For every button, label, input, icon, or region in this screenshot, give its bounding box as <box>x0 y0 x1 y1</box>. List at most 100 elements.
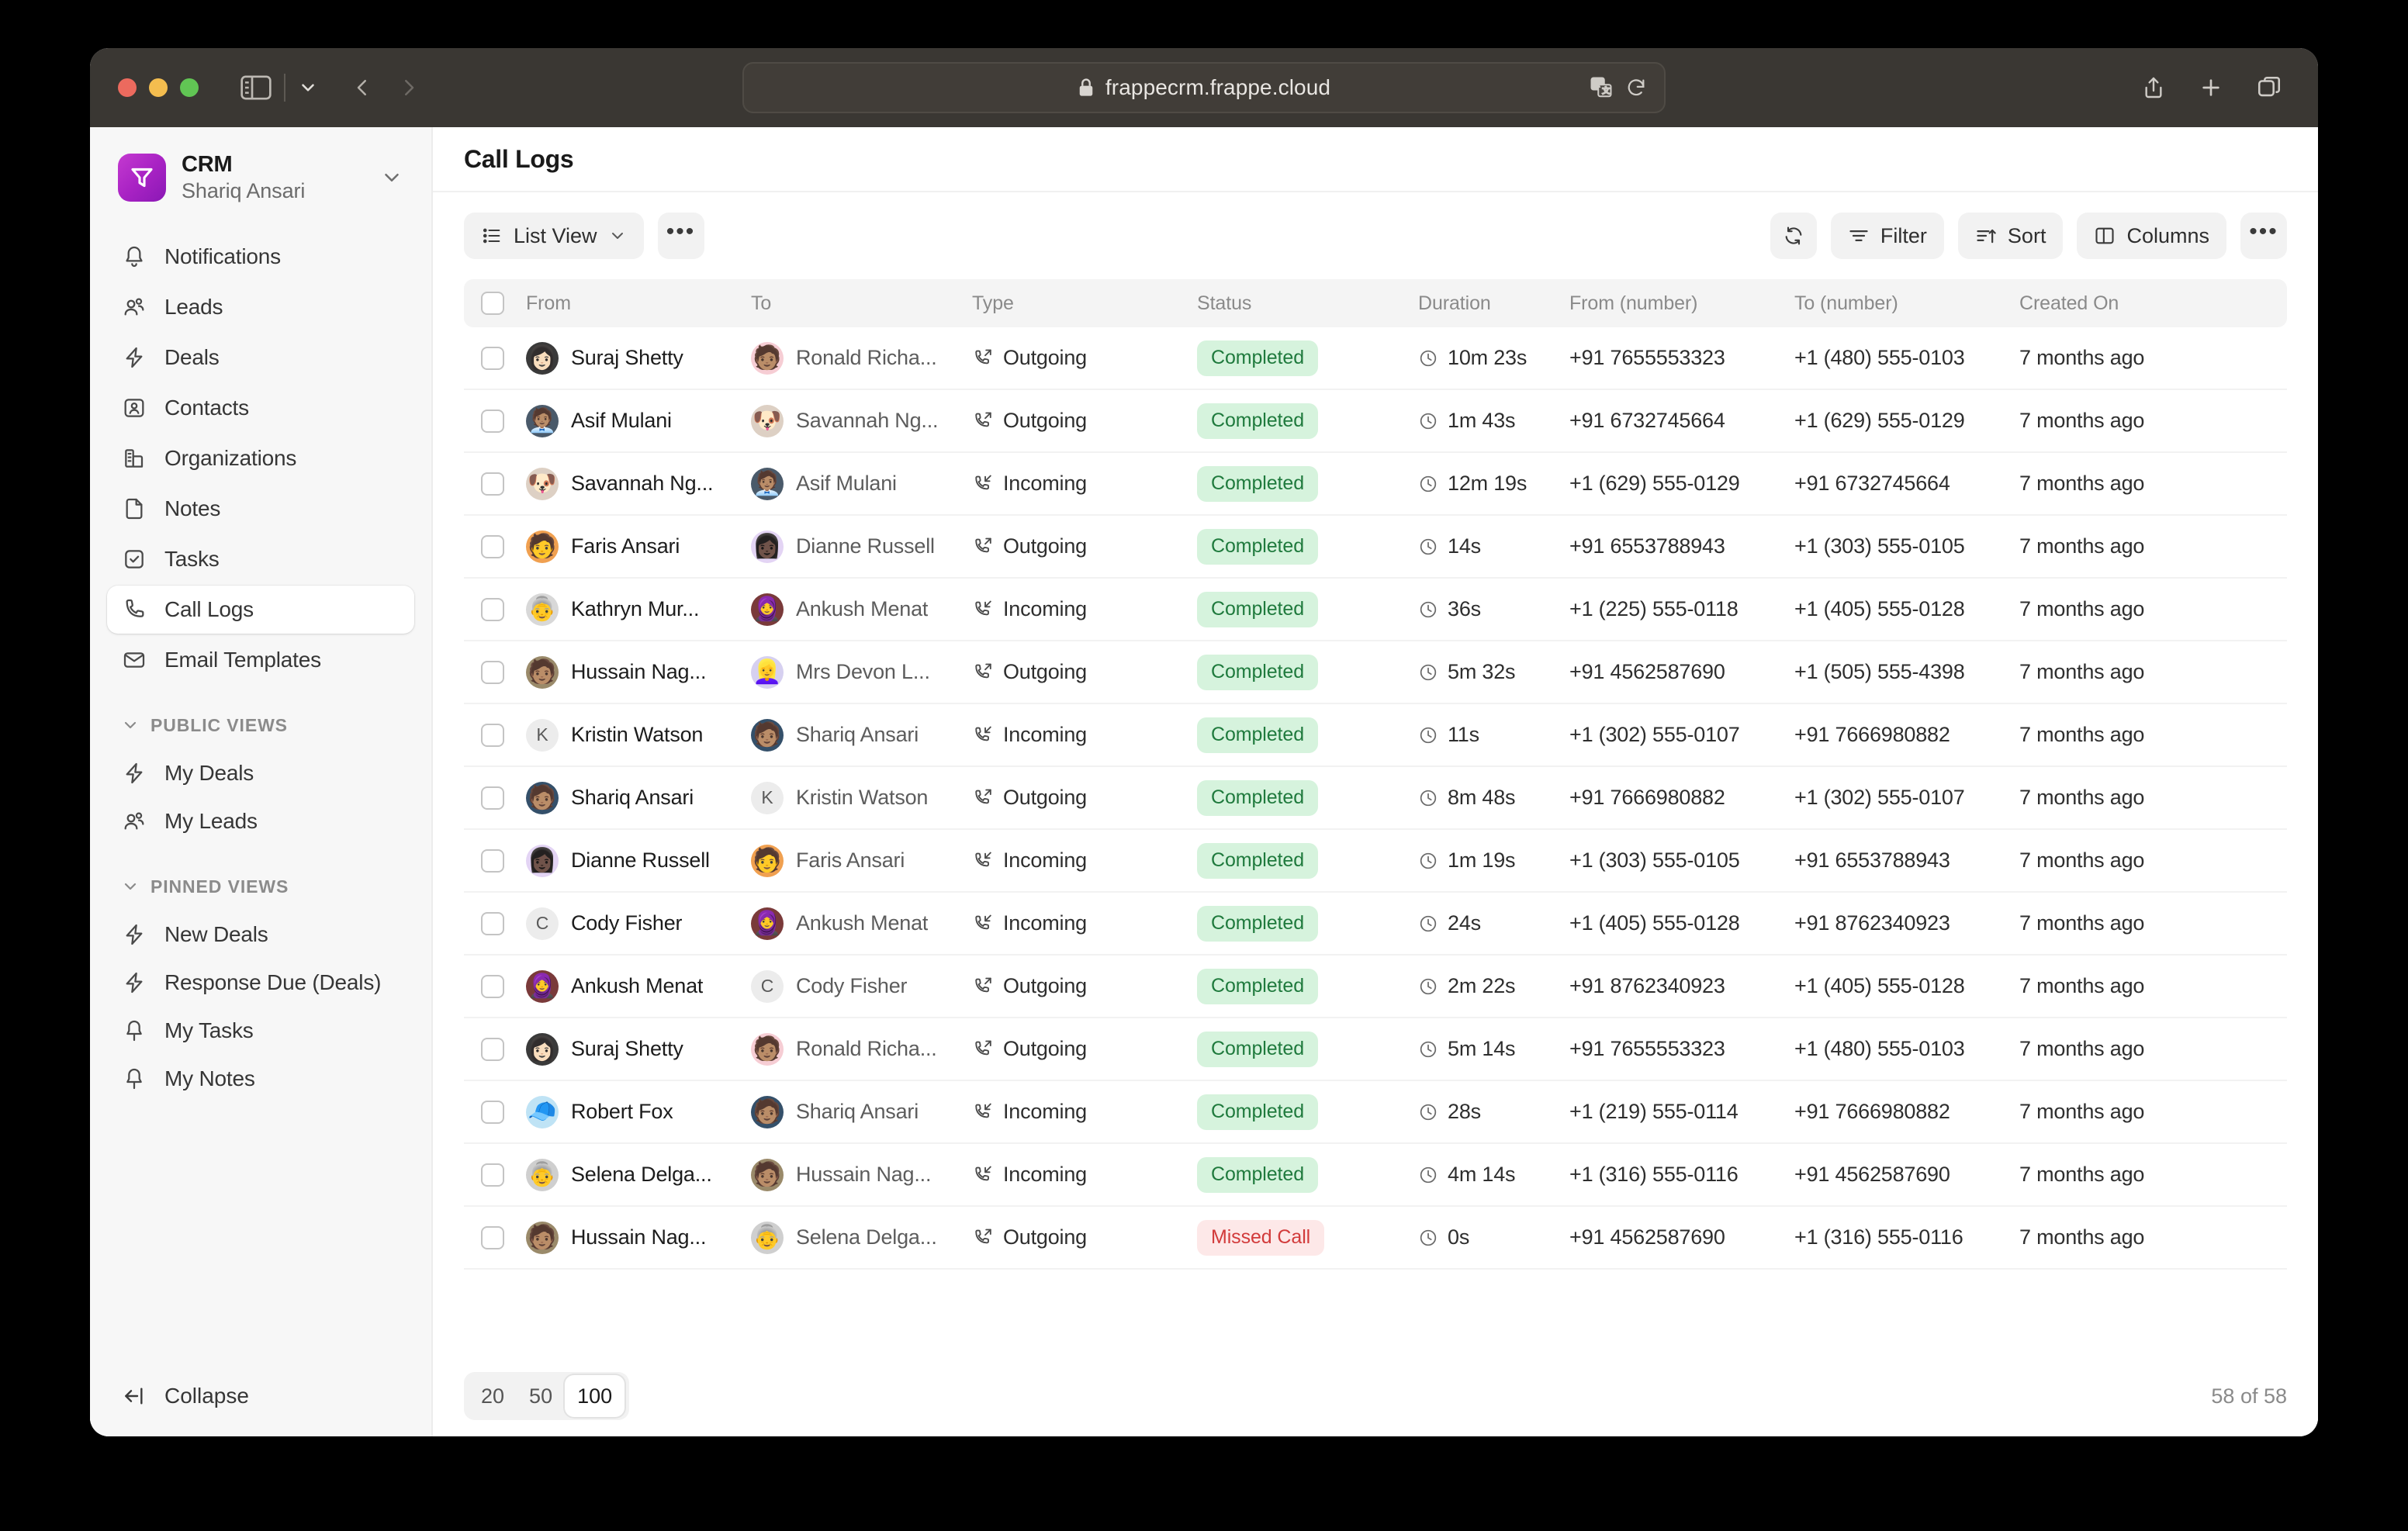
cell-to[interactable]: 🧕 Ankush Menat <box>751 593 972 626</box>
address-bar[interactable]: frappecrm.frappe.cloud A 文 <box>742 62 1666 113</box>
reload-icon[interactable] <box>1625 76 1647 99</box>
minimize-window-button[interactable] <box>149 78 168 97</box>
workspace-switcher[interactable]: CRM Shariq Ansari <box>107 141 414 214</box>
row-checkbox[interactable] <box>481 786 504 810</box>
cell-from[interactable]: 👵 Kathryn Mur... <box>526 593 751 626</box>
tab-overview-icon[interactable] <box>2256 74 2282 101</box>
column-header-created-on[interactable]: Created On <box>2019 292 2119 314</box>
row-checkbox[interactable] <box>481 911 504 935</box>
row-checkbox[interactable] <box>481 1163 504 1187</box>
table-row[interactable]: 👵 Kathryn Mur... 🧕 Ankush Menat Incoming Comp… <box>464 579 2287 641</box>
sidebar-item-call-logs[interactable]: Call Logs <box>107 586 414 634</box>
public-view-my-leads[interactable]: My Leads <box>107 797 414 845</box>
cell-to[interactable]: 🧑🏽 Shariq Ansari <box>751 718 972 752</box>
table-row[interactable]: 👩🏻 Suraj Shetty 🧑🏽 Ronald Richa... Outgoing C… <box>464 1018 2287 1081</box>
collapse-sidebar-button[interactable]: Collapse <box>107 1368 414 1424</box>
table-row[interactable]: 🧕 Ankush Menat C Cody Fisher Outgoing Complet… <box>464 956 2287 1018</box>
row-checkbox[interactable] <box>481 1225 504 1249</box>
column-header-from[interactable]: From <box>526 292 571 314</box>
row-checkbox[interactable] <box>481 848 504 873</box>
row-checkbox[interactable] <box>481 534 504 558</box>
cell-from[interactable]: K Kristin Watson <box>526 718 751 752</box>
table-row[interactable]: 🧑 Faris Ansari 👩🏿 Dianne Russell Outgoing Com… <box>464 516 2287 579</box>
table-row[interactable]: 🧑🏽‍💼 Asif Mulani 🐶 Savannah Ng... Outgoing Co… <box>464 390 2287 453</box>
chevron-down-icon[interactable] <box>380 166 403 189</box>
sidebar-toggle-icon[interactable] <box>240 75 272 100</box>
sidebar-item-organizations[interactable]: Organizations <box>107 434 414 482</box>
sidebar-item-email-templates[interactable]: Email Templates <box>107 636 414 684</box>
pinned-views-section-header[interactable]: PINNED VIEWS <box>107 869 414 904</box>
row-checkbox[interactable] <box>481 409 504 433</box>
row-checkbox[interactable] <box>481 974 504 998</box>
columns-button[interactable]: Columns <box>2077 213 2226 259</box>
sidebar-item-notifications[interactable]: Notifications <box>107 233 414 281</box>
cell-from[interactable]: 🐶 Savannah Ng... <box>526 467 751 500</box>
cell-from[interactable]: 👵 Selena Delga... <box>526 1158 751 1191</box>
cell-to[interactable]: K Kristin Watson <box>751 781 972 814</box>
view-more-options-button[interactable]: ••• <box>657 213 704 259</box>
select-all-checkbox[interactable] <box>481 292 504 315</box>
row-checkbox[interactable] <box>481 472 504 496</box>
cell-to[interactable]: 🧑 Faris Ansari <box>751 844 972 877</box>
cell-to[interactable]: 🧑🏽 Shariq Ansari <box>751 1095 972 1128</box>
table-row[interactable]: 🧑🏽 Shariq Ansari K Kristin Watson Outgoing Co… <box>464 767 2287 830</box>
cell-from[interactable]: 👩🏿 Dianne Russell <box>526 844 751 877</box>
close-window-button[interactable] <box>118 78 137 97</box>
row-checkbox[interactable] <box>481 1037 504 1061</box>
sidebar-item-deals[interactable]: Deals <box>107 334 414 382</box>
cell-to[interactable]: 🧕 Ankush Menat <box>751 907 972 940</box>
cell-to[interactable]: 🧑🏽‍💼 Asif Mulani <box>751 467 972 500</box>
cell-from[interactable]: 🧑🏽 Shariq Ansari <box>526 781 751 814</box>
page-size-50-button[interactable]: 50 <box>517 1375 565 1417</box>
pinned-view-new-deals[interactable]: New Deals <box>107 911 414 959</box>
page-size-100-button[interactable]: 100 <box>565 1375 625 1417</box>
cell-to[interactable]: 🧑🏽 Hussain Nag... <box>751 1158 972 1191</box>
cell-from[interactable]: 👩🏻 Suraj Shetty <box>526 1032 751 1066</box>
cell-to[interactable]: 🧑🏽 Ronald Richa... <box>751 341 972 375</box>
column-header-from-number[interactable]: From (number) <box>1569 292 1698 314</box>
cell-to[interactable]: 🐶 Savannah Ng... <box>751 404 972 437</box>
column-header-to-number[interactable]: To (number) <box>1794 292 1898 314</box>
cell-to[interactable]: 👱‍♀️ Mrs Devon L... <box>751 655 972 689</box>
back-arrow-icon[interactable] <box>351 74 374 101</box>
table-row[interactable]: K Kristin Watson 🧑🏽 Shariq Ansari Incoming Co… <box>464 704 2287 767</box>
cell-from[interactable]: 🧕 Ankush Menat <box>526 969 751 1003</box>
list-more-options-button[interactable]: ••• <box>2240 213 2287 259</box>
column-header-to[interactable]: To <box>751 292 772 314</box>
cell-to[interactable]: C Cody Fisher <box>751 969 972 1003</box>
public-views-section-header[interactable]: PUBLIC VIEWS <box>107 707 414 743</box>
cell-to[interactable]: 🧑🏽 Ronald Richa... <box>751 1032 972 1066</box>
row-checkbox[interactable] <box>481 723 504 747</box>
forward-arrow-icon[interactable] <box>397 74 420 101</box>
table-row[interactable]: 🧑🏽 Hussain Nag... 👵 Selena Delga... Outgoing… <box>464 1207 2287 1270</box>
sidebar-item-notes[interactable]: Notes <box>107 485 414 533</box>
plus-icon[interactable] <box>2199 74 2223 101</box>
chevron-down-icon[interactable] <box>298 78 318 98</box>
list-view-button[interactable]: List View <box>464 213 644 259</box>
sidebar-item-contacts[interactable]: Contacts <box>107 384 414 432</box>
sort-button[interactable]: Sort <box>1957 213 2064 259</box>
page-size-20-button[interactable]: 20 <box>469 1375 517 1417</box>
pinned-view-my-tasks[interactable]: My Tasks <box>107 1007 414 1055</box>
column-header-duration[interactable]: Duration <box>1418 292 1491 314</box>
sidebar-item-tasks[interactable]: Tasks <box>107 535 414 583</box>
cell-from[interactable]: 👩🏻 Suraj Shetty <box>526 341 751 375</box>
maximize-window-button[interactable] <box>180 78 199 97</box>
cell-from[interactable]: 🧑 Faris Ansari <box>526 530 751 563</box>
pinned-view-my-notes[interactable]: My Notes <box>107 1055 414 1103</box>
filter-button[interactable]: Filter <box>1830 213 1944 259</box>
share-icon[interactable] <box>2141 74 2166 102</box>
table-row[interactable]: 🧢 Robert Fox 🧑🏽 Shariq Ansari Incoming Comple… <box>464 1081 2287 1144</box>
refresh-button[interactable] <box>1770 213 1817 259</box>
cell-from[interactable]: 🧑🏽 Hussain Nag... <box>526 1221 751 1254</box>
translate-icon[interactable]: A 文 <box>1590 76 1613 99</box>
table-row[interactable]: 👩🏻 Suraj Shetty 🧑🏽 Ronald Richa... Outgoing C… <box>464 327 2287 390</box>
cell-to[interactable]: 👵 Selena Delga... <box>751 1221 972 1254</box>
row-checkbox[interactable] <box>481 1100 504 1124</box>
cell-from[interactable]: C Cody Fisher <box>526 907 751 940</box>
public-view-my-deals[interactable]: My Deals <box>107 749 414 797</box>
row-checkbox[interactable] <box>481 660 504 684</box>
table-row[interactable]: 👩🏿 Dianne Russell 🧑 Faris Ansari Incoming Com… <box>464 830 2287 893</box>
table-row[interactable]: 🐶 Savannah Ng... 🧑🏽‍💼 Asif Mulani Incoming Co… <box>464 453 2287 516</box>
row-checkbox[interactable] <box>481 346 504 370</box>
